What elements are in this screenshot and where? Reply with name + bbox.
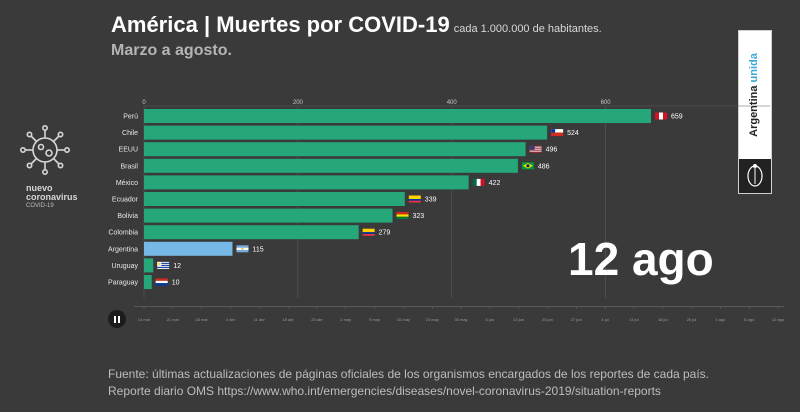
bar-argentina [144, 241, 233, 256]
timeline-label[interactable]: 6 jun [485, 317, 494, 322]
value-label-uruguay: 12 [173, 263, 181, 270]
bar-paraguay [144, 275, 152, 289]
value-label-peru: 659 [671, 114, 683, 121]
timeline-label[interactable]: 28 mar [195, 317, 208, 322]
x-tick-label: 200 [293, 100, 304, 106]
flag-icon-argentina [236, 245, 249, 253]
timeline-label[interactable]: 11 jul [629, 317, 638, 322]
timeline-track[interactable] [134, 306, 784, 307]
bar-bolivia [144, 208, 393, 223]
category-label-peru: Perú [123, 114, 138, 121]
flag-icon-ecuador [408, 195, 421, 203]
value-label-colombia: 279 [379, 230, 391, 237]
bar-ecuador [144, 192, 405, 206]
bar-colombia [144, 225, 359, 240]
chart-title: América | Muertes por COVID-19 cada 1.000… [111, 12, 602, 38]
category-label-colombia: Colombia [108, 230, 138, 237]
bar-chile [144, 125, 548, 140]
timeline-label[interactable]: 1 ago [715, 317, 726, 322]
bar-mexico [144, 175, 469, 190]
flag-icon-uruguay [157, 261, 170, 269]
timeline-label[interactable]: 25 jul [687, 317, 697, 322]
logo-line-1: nuevo [26, 183, 53, 193]
value-label-paraguay: 10 [172, 280, 180, 287]
value-label-eeuu: 496 [546, 147, 558, 154]
pause-button[interactable] [108, 310, 126, 328]
timeline-label[interactable]: 23 may [426, 317, 439, 322]
source-footer: Fuente: últimas actualizaciones de págin… [108, 366, 709, 400]
argentina-unida-badge: Argentina unida [738, 30, 772, 194]
timeline-label[interactable]: 18 abr [282, 317, 294, 322]
timeline-label[interactable]: 11 abr [254, 317, 266, 322]
timeline-label[interactable]: 16 may [397, 317, 410, 322]
value-label-ecuador: 339 [425, 197, 437, 204]
category-label-mexico: México [116, 180, 138, 187]
flag-icon-colombia [362, 228, 375, 236]
footer-line-1: Fuente: últimas actualizaciones de págin… [108, 367, 710, 381]
timeline-label[interactable]: 4 abr [226, 317, 236, 322]
chart-title-sub: cada 1.000.000 de habitantes. [453, 23, 602, 35]
pause-icon-bar-left [114, 315, 116, 323]
flag-icon-chile [551, 129, 564, 137]
logo-line-3: COVID-19 [26, 203, 54, 209]
virus-icon [19, 124, 70, 175]
category-label-chile: Chile [122, 130, 138, 137]
coronavirus-logo: nuevo coronavirus COVID-19 [18, 124, 90, 224]
timeline-label[interactable]: 8 ago [744, 317, 755, 322]
x-tick-label: 400 [447, 100, 458, 106]
category-label-ecuador: Ecuador [112, 197, 139, 204]
x-tick-label: 0 [142, 100, 146, 106]
timeline-label[interactable]: 21 mar [167, 317, 180, 322]
category-label-uruguay: Uruguay [112, 263, 139, 270]
bar-eeuu [144, 142, 526, 157]
category-label-paraguay: Paraguay [108, 280, 138, 287]
chart-subtitle: Marzo a agosto. [111, 42, 232, 59]
timeline-label[interactable]: 14 mar [138, 317, 151, 322]
flag-icon-paraguay [155, 278, 168, 286]
timeline-label[interactable]: 18 jul [658, 317, 668, 322]
value-label-bolivia: 323 [412, 213, 424, 220]
flag-icon-eeuu [529, 145, 542, 153]
bar-brasil [144, 158, 518, 173]
flag-icon-mexico [472, 178, 485, 186]
flag-icon-brasil [521, 162, 534, 170]
value-label-chile: 524 [567, 130, 579, 137]
category-label-brasil: Brasil [120, 163, 138, 170]
timeline-label[interactable]: 27 jun [571, 317, 582, 322]
bar-peru [144, 109, 651, 123]
flag-icon-bolivia [396, 212, 409, 220]
bar-chart: 0 200 400 600 Perú 659 Chile 524 EEUU 496 Brasil 4… [108, 100, 785, 322]
timeline-label[interactable]: 13 jun [513, 317, 524, 322]
timeline-label[interactable]: 2 may [340, 317, 351, 322]
timeline-label[interactable]: 30 may [454, 317, 467, 322]
timeline-label[interactable]: 4 jul [601, 317, 608, 322]
bar-uruguay [144, 258, 154, 273]
flag-icon-peru [655, 112, 667, 120]
timeline-label[interactable]: 9 may [369, 317, 380, 322]
category-label-argentina: Argentina [108, 246, 138, 253]
timeline-label[interactable]: 25 abr [311, 317, 323, 322]
national-emblem-icon [739, 159, 771, 193]
x-tick-label: 600 [601, 100, 612, 106]
value-label-argentina: 115 [252, 246, 263, 253]
pause-icon-bar-right [118, 315, 120, 323]
timeline-label[interactable]: 12 ago [772, 317, 785, 322]
category-label-eeuu: EEUU [119, 147, 138, 154]
footer-line-2: Reporte diario OMS https://www.who.int/e… [108, 384, 661, 398]
timeline-label[interactable]: 20 jun [542, 317, 553, 322]
value-label-mexico: 422 [489, 180, 501, 187]
category-label-bolivia: Bolivia [117, 213, 138, 220]
chart-title-main: América | Muertes por COVID-19 [111, 12, 450, 37]
current-date: 12 ago [568, 233, 714, 285]
value-label-brasil: 486 [538, 163, 550, 170]
logo-line-2: coronavirus [26, 192, 78, 202]
